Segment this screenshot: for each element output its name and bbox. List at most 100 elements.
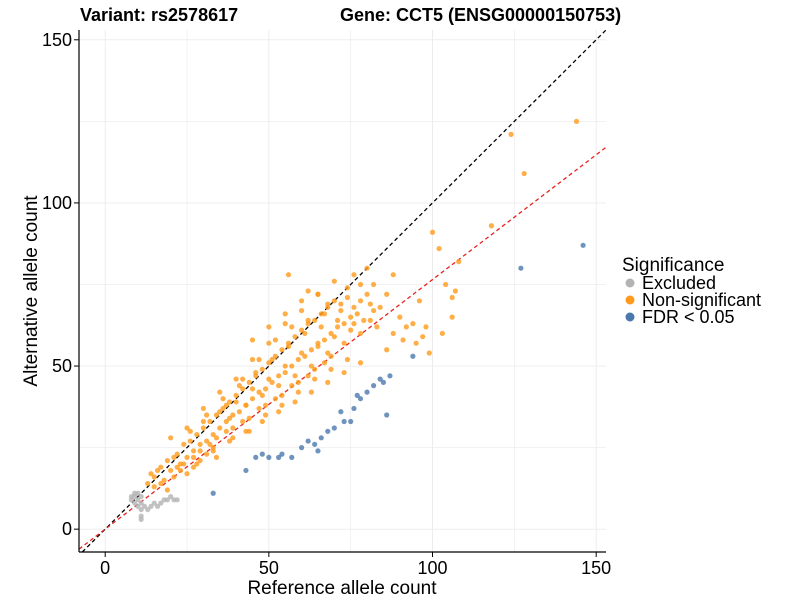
point-non-significant [377,304,383,310]
point-non-significant [194,431,200,438]
chart-title-gene: Gene: CCT5 (ENSG00000150753) [340,5,621,25]
point-non-significant [318,324,324,330]
point-non-significant [331,278,337,284]
point-non-significant [246,379,252,385]
point-excluded [164,497,170,503]
point-non-significant [194,461,200,467]
legend-item-excluded: Excluded [625,273,716,293]
point-non-significant [357,330,364,337]
point-excluded [138,506,144,513]
point-excluded [135,503,141,509]
point-non-significant [285,272,292,278]
point-fdr-0-05 [410,353,416,359]
point-non-significant [266,360,272,366]
legend-key-nonsignificant [625,295,635,305]
point-non-significant [259,418,265,425]
point-non-significant [217,409,223,415]
point-excluded [168,493,174,500]
point-fdr-0-05 [243,467,249,474]
point-non-significant [367,317,373,323]
data-points [128,118,586,522]
point-non-significant [298,298,305,304]
point-non-significant [384,291,390,297]
point-non-significant [210,445,216,451]
legend-key-fdr [625,312,635,322]
point-non-significant [295,379,301,385]
point-excluded [145,506,151,513]
point-non-significant [190,448,197,454]
point-non-significant [259,392,265,398]
point-non-significant [158,464,164,470]
legend-key-excluded [625,278,635,288]
point-non-significant [328,366,334,372]
point-non-significant [338,301,344,307]
point-non-significant [292,373,298,379]
point-non-significant [351,304,357,310]
point-non-significant [217,425,223,431]
point-non-significant [289,383,295,389]
point-fdr-0-05 [518,265,524,271]
point-non-significant [197,448,203,454]
x-tick-label: 50 [259,558,279,578]
point-non-significant [348,327,354,333]
point-excluded [141,503,148,509]
point-fdr-0-05 [253,454,259,460]
point-non-significant [200,418,206,425]
point-non-significant [344,294,351,301]
point-excluded [148,503,154,509]
point-fdr-0-05 [210,490,216,496]
point-excluded [132,500,138,506]
legend-label-excluded: Excluded [642,273,716,293]
point-non-significant [426,350,432,356]
point-non-significant [357,298,364,304]
point-non-significant [456,259,462,265]
point-fdr-0-05 [380,379,387,385]
point-non-significant [374,324,380,330]
point-excluded [138,513,144,519]
point-non-significant [298,327,305,333]
point-non-significant [230,435,236,441]
point-non-significant [439,330,445,337]
point-non-significant [213,435,220,441]
point-non-significant [154,467,161,474]
point-non-significant [341,340,347,346]
point-non-significant [249,337,256,343]
x-tick-label: 0 [100,558,110,578]
point-non-significant [298,307,305,314]
point-non-significant [276,373,282,379]
point-non-significant [420,334,426,340]
point-non-significant [246,428,252,434]
point-non-significant [357,281,364,288]
point-non-significant [230,425,236,431]
point-fdr-0-05 [289,454,295,460]
point-non-significant [364,291,370,297]
point-non-significant [429,229,436,235]
point-non-significant [262,386,269,392]
point-non-significant [325,379,331,385]
point-excluded [138,500,144,506]
point-excluded [151,500,157,506]
point-non-significant [351,321,357,327]
point-non-significant [308,363,315,369]
point-non-significant [390,272,396,278]
point-excluded [174,497,180,503]
reference-lines [78,29,607,553]
point-non-significant [213,454,220,460]
point-non-significant [259,366,265,372]
point-non-significant [187,438,193,444]
point-non-significant [246,415,252,421]
point-non-significant [200,425,206,431]
point-non-significant [213,412,220,418]
point-non-significant [184,425,190,431]
point-non-significant [370,281,377,288]
grid-lines [79,30,606,552]
point-fdr-0-05 [357,396,364,402]
point-non-significant [249,356,256,363]
legend-item-nonsignificant: Non-significant [625,290,761,310]
point-excluded [158,500,164,506]
point-non-significant [292,334,298,340]
chart-title-variant: Variant: rs2578617 [80,5,238,25]
point-non-significant [220,405,226,412]
point-non-significant [361,317,367,323]
point-fdr-0-05 [351,405,357,412]
